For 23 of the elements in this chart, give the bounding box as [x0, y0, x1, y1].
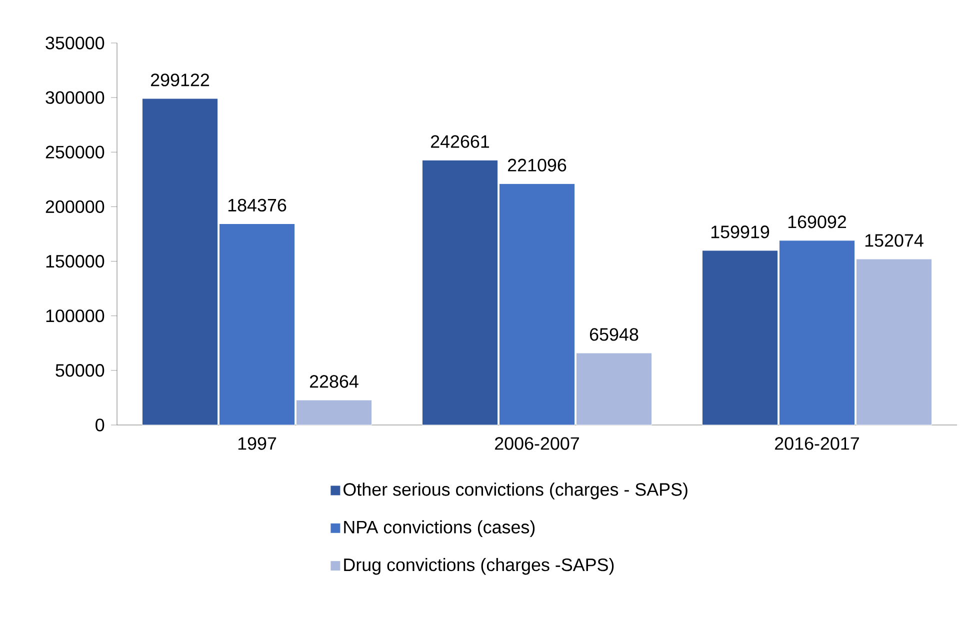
y-tick-label: 0 [96, 418, 104, 432]
data-label: 169092 [788, 216, 846, 228]
y-tick-label: 100000 [46, 309, 104, 322]
data-label: 152074 [865, 234, 924, 247]
data-label: 221096 [508, 158, 566, 172]
data-label: 184376 [228, 198, 286, 212]
legend-label: NPA convictions (cases) [344, 520, 535, 538]
data-label: 242661 [430, 135, 490, 148]
data-label: 159919 [711, 226, 770, 238]
legend-label: Drug convictions (charges -SAPS) [344, 558, 614, 575]
data-label: 65948 [590, 328, 638, 341]
y-tick-label: 300000 [46, 91, 104, 104]
y-tick-label: 200000 [46, 200, 104, 214]
data-label: 299122 [150, 74, 210, 86]
y-tick-label: 150000 [46, 254, 104, 268]
x-tick-label: 2016-2017 [775, 437, 859, 450]
y-tick-label: 50000 [56, 364, 104, 377]
legend-label: Other serious convictions (charges - SAPS) [344, 482, 688, 500]
data-label: 22864 [310, 375, 358, 388]
y-tick-label: 250000 [46, 146, 104, 158]
y-tick-label: 350000 [46, 36, 104, 50]
x-tick-label: 1997 [238, 437, 276, 450]
x-tick-label: 2006-2007 [495, 437, 579, 450]
